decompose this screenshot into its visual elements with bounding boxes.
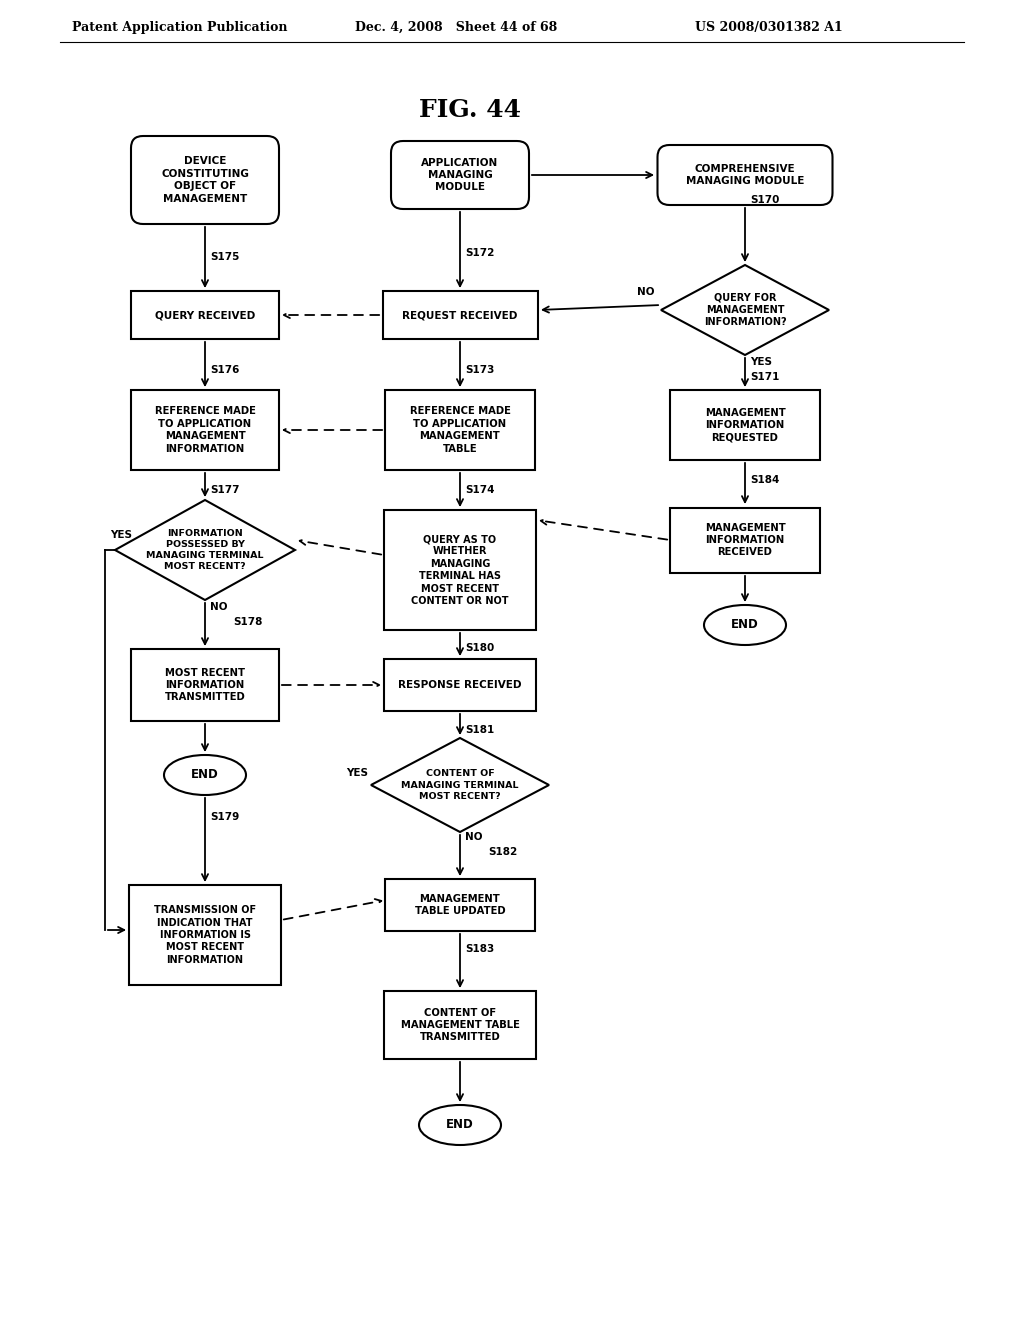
- Text: NO: NO: [465, 832, 482, 842]
- Text: REQUEST RECEIVED: REQUEST RECEIVED: [402, 310, 518, 319]
- Text: NO: NO: [638, 286, 655, 297]
- Text: S172: S172: [465, 248, 495, 257]
- Bar: [384, 510, 536, 630]
- Text: S171: S171: [750, 372, 779, 381]
- Text: NO: NO: [210, 602, 227, 612]
- Bar: [384, 991, 536, 1059]
- Ellipse shape: [419, 1105, 501, 1144]
- Text: COMPREHENSIVE
MANAGING MODULE: COMPREHENSIVE MANAGING MODULE: [686, 164, 804, 186]
- Text: APPLICATION
MANAGING
MODULE: APPLICATION MANAGING MODULE: [421, 157, 499, 193]
- Text: INFORMATION
POSSESSED BY
MANAGING TERMINAL
MOST RECENT?: INFORMATION POSSESSED BY MANAGING TERMIN…: [146, 529, 264, 572]
- Text: S176: S176: [210, 366, 240, 375]
- FancyBboxPatch shape: [657, 145, 833, 205]
- Bar: [129, 884, 281, 985]
- Text: END: END: [446, 1118, 474, 1131]
- Bar: [385, 389, 535, 470]
- Text: Patent Application Publication: Patent Application Publication: [72, 21, 288, 33]
- Bar: [383, 290, 538, 339]
- Text: CONTENT OF
MANAGEMENT TABLE
TRANSMITTED: CONTENT OF MANAGEMENT TABLE TRANSMITTED: [400, 1007, 519, 1043]
- Ellipse shape: [164, 755, 246, 795]
- Text: S175: S175: [210, 252, 240, 263]
- Text: YES: YES: [750, 356, 772, 367]
- Bar: [131, 290, 279, 339]
- Polygon shape: [371, 738, 549, 832]
- Text: DEVICE
CONSTITUTING
OBJECT OF
MANAGEMENT: DEVICE CONSTITUTING OBJECT OF MANAGEMENT: [161, 156, 249, 203]
- Text: MOST RECENT
INFORMATION
TRANSMITTED: MOST RECENT INFORMATION TRANSMITTED: [165, 668, 246, 702]
- Text: S181: S181: [465, 725, 495, 735]
- Polygon shape: [115, 500, 295, 601]
- Text: QUERY RECEIVED: QUERY RECEIVED: [155, 310, 255, 319]
- Text: CONTENT OF
MANAGING TERMINAL
MOST RECENT?: CONTENT OF MANAGING TERMINAL MOST RECENT…: [401, 770, 519, 801]
- Text: END: END: [731, 619, 759, 631]
- Text: S182: S182: [488, 847, 517, 857]
- Text: YES: YES: [110, 531, 132, 540]
- FancyBboxPatch shape: [391, 141, 529, 209]
- Ellipse shape: [705, 605, 786, 645]
- Text: MANAGEMENT
INFORMATION
RECEIVED: MANAGEMENT INFORMATION RECEIVED: [705, 523, 785, 557]
- Bar: [131, 389, 279, 470]
- Text: S178: S178: [233, 616, 262, 627]
- Text: S180: S180: [465, 643, 495, 653]
- Text: S177: S177: [210, 484, 240, 495]
- Polygon shape: [662, 265, 829, 355]
- Text: YES: YES: [346, 768, 368, 777]
- Text: RESPONSE RECEIVED: RESPONSE RECEIVED: [398, 680, 522, 690]
- Bar: [131, 649, 279, 721]
- Text: REFERENCE MADE
TO APPLICATION
MANAGEMENT
TABLE: REFERENCE MADE TO APPLICATION MANAGEMENT…: [410, 407, 510, 454]
- Text: TRANSMISSION OF
INDICATION THAT
INFORMATION IS
MOST RECENT
INFORMATION: TRANSMISSION OF INDICATION THAT INFORMAT…: [154, 906, 256, 965]
- Text: MANAGEMENT
TABLE UPDATED: MANAGEMENT TABLE UPDATED: [415, 894, 505, 916]
- Text: QUERY FOR
MANAGEMENT
INFORMATION?: QUERY FOR MANAGEMENT INFORMATION?: [703, 293, 786, 327]
- Text: END: END: [191, 768, 219, 781]
- Text: MANAGEMENT
INFORMATION
REQUESTED: MANAGEMENT INFORMATION REQUESTED: [705, 408, 785, 442]
- Text: S179: S179: [210, 812, 240, 822]
- Text: S174: S174: [465, 484, 495, 495]
- Bar: [670, 389, 820, 459]
- Text: US 2008/0301382 A1: US 2008/0301382 A1: [695, 21, 843, 33]
- Text: S183: S183: [465, 944, 495, 954]
- Bar: [385, 879, 535, 931]
- Text: REFERENCE MADE
TO APPLICATION
MANAGEMENT
INFORMATION: REFERENCE MADE TO APPLICATION MANAGEMENT…: [155, 407, 255, 454]
- FancyBboxPatch shape: [131, 136, 279, 224]
- Text: S173: S173: [465, 366, 495, 375]
- Text: FIG. 44: FIG. 44: [419, 98, 521, 121]
- Text: Dec. 4, 2008   Sheet 44 of 68: Dec. 4, 2008 Sheet 44 of 68: [355, 21, 557, 33]
- Bar: [384, 659, 536, 711]
- Bar: [670, 507, 820, 573]
- Text: S184: S184: [750, 475, 779, 484]
- Text: S170: S170: [750, 195, 779, 205]
- Text: QUERY AS TO
WHETHER
MANAGING
TERMINAL HAS
MOST RECENT
CONTENT OR NOT: QUERY AS TO WHETHER MANAGING TERMINAL HA…: [412, 535, 509, 606]
